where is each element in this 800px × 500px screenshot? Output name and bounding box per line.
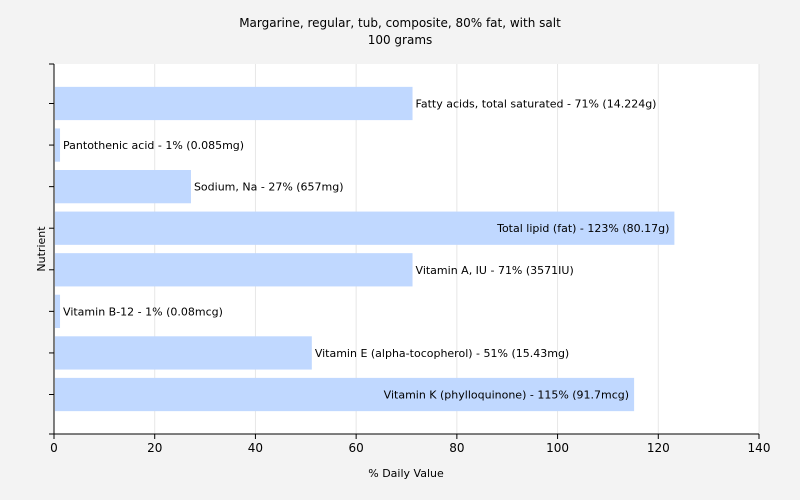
bar-label: Vitamin K (phylloquinone) - 115% (91.7mc… (384, 389, 629, 402)
bar (55, 211, 675, 245)
bar-label: Vitamin A, IU - 71% (3571IU) (416, 264, 574, 277)
x-ticks: 0 20 40 60 80 100 120 140 (50, 434, 770, 455)
bar-label: Pantothenic acid - 1% (0.085mg) (63, 139, 244, 152)
plot-area (54, 64, 759, 434)
bar (55, 170, 191, 204)
bar-label: Vitamin E (alpha-tocopherol) - 51% (15.4… (315, 347, 569, 360)
axes (53, 64, 759, 435)
bar-label: Fatty acids, total saturated - 71% (14.2… (416, 97, 657, 110)
bar (55, 86, 413, 121)
bars (55, 86, 675, 412)
bar-label: Sodium, Na - 27% (657mg) (194, 181, 344, 194)
x-tick-label: 120 (647, 441, 670, 455)
x-tick-label: 0 (50, 441, 58, 455)
x-tick-label: 40 (248, 441, 263, 455)
bar-label: Vitamin B-12 - 1% (0.08mcg) (63, 305, 223, 318)
bar (55, 294, 61, 328)
x-axis-label: % Daily Value (368, 467, 444, 480)
bar (55, 128, 61, 162)
x-tick-label: 100 (546, 441, 569, 455)
bar (55, 253, 413, 287)
y-axis-label: Nutrient (35, 226, 48, 272)
x-tick-label: 80 (449, 441, 464, 455)
bar (55, 377, 635, 412)
bar-labels: Fatty acids, total saturated - 71% (14.2… (63, 97, 669, 401)
y-ticks (49, 63, 54, 435)
x-tick-label: 20 (147, 441, 162, 455)
bar (55, 336, 312, 370)
bar-label: Total lipid (fat) - 123% (80.17g) (496, 222, 669, 235)
x-tick-label: 60 (349, 441, 364, 455)
chart-title: Margarine, regular, tub, composite, 80% … (239, 16, 561, 30)
grid (154, 64, 760, 434)
chart-subtitle: 100 grams (368, 33, 433, 47)
x-tick-label: 140 (748, 441, 771, 455)
